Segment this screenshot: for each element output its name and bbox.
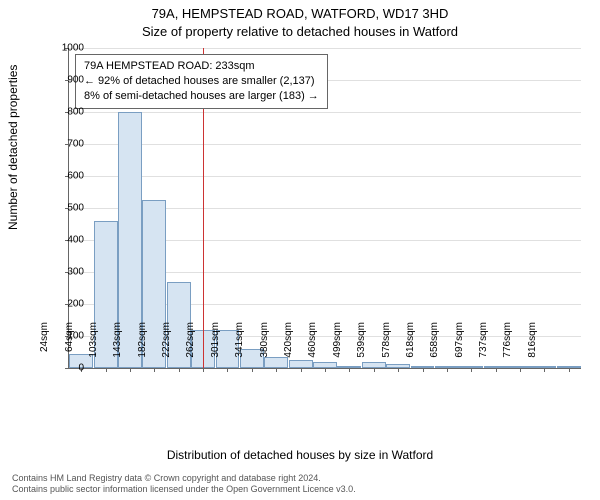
chart-title-line2: Size of property relative to detached ho… xyxy=(0,24,600,39)
footer-line2: Contains public sector information licen… xyxy=(12,484,588,496)
xtick-label: 697sqm xyxy=(454,322,465,372)
xtick-mark xyxy=(544,368,545,372)
annotation-box: 79A HEMPSTEAD ROAD: 233sqm ← 92% of deta… xyxy=(75,54,328,109)
ytick-label: 700 xyxy=(44,139,84,150)
chart-title-line1: 79A, HEMPSTEAD ROAD, WATFORD, WD17 3HD xyxy=(0,6,600,21)
annotation-line3: 8% of semi-detached houses are larger (1… xyxy=(84,89,319,104)
xtick-mark xyxy=(106,368,107,372)
xtick-label: 776sqm xyxy=(502,322,513,372)
xtick-mark xyxy=(179,368,180,372)
xtick-mark xyxy=(447,368,448,372)
ytick-label: 100 xyxy=(44,331,84,342)
xtick-label: 499sqm xyxy=(332,322,343,372)
xtick-mark xyxy=(301,368,302,372)
xtick-mark xyxy=(398,368,399,372)
gridline xyxy=(69,176,581,177)
xtick-label: 539sqm xyxy=(356,322,367,372)
xtick-label: 143sqm xyxy=(112,322,123,372)
xtick-label: 380sqm xyxy=(259,322,270,372)
ytick-label: 400 xyxy=(44,235,84,246)
xtick-label: 578sqm xyxy=(381,322,392,372)
xtick-label: 737sqm xyxy=(478,322,489,372)
xtick-label: 182sqm xyxy=(137,322,148,372)
xtick-mark xyxy=(496,368,497,372)
annotation-line2: ← 92% of detached houses are smaller (2,… xyxy=(84,74,319,89)
ytick-label: 600 xyxy=(44,171,84,182)
xtick-mark xyxy=(374,368,375,372)
xtick-mark xyxy=(349,368,350,372)
xtick-mark xyxy=(569,368,570,372)
ytick-label: 300 xyxy=(44,267,84,278)
xtick-label: 103sqm xyxy=(88,322,99,372)
xtick-mark xyxy=(130,368,131,372)
ytick-label: 0 xyxy=(44,363,84,374)
xtick-label: 460sqm xyxy=(307,322,318,372)
xtick-label: 618sqm xyxy=(405,322,416,372)
xtick-mark xyxy=(154,368,155,372)
xtick-mark xyxy=(252,368,253,372)
ytick-label: 200 xyxy=(44,299,84,310)
xtick-label: 816sqm xyxy=(527,322,538,372)
y-axis-label: Number of detached properties xyxy=(6,65,20,230)
xtick-label: 658sqm xyxy=(429,322,440,372)
ytick-label: 900 xyxy=(44,75,84,86)
plot-area: 24sqm64sqm103sqm143sqm182sqm222sqm262sqm… xyxy=(68,48,581,369)
xtick-mark xyxy=(520,368,521,372)
xtick-mark xyxy=(325,368,326,372)
annotation-line1: 79A HEMPSTEAD ROAD: 233sqm xyxy=(84,59,319,74)
x-axis-label: Distribution of detached houses by size … xyxy=(0,448,600,462)
ytick-label: 1000 xyxy=(44,43,84,54)
ytick-label: 800 xyxy=(44,107,84,118)
xtick-mark xyxy=(471,368,472,372)
xtick-mark xyxy=(203,368,204,372)
footer: Contains HM Land Registry data © Crown c… xyxy=(12,473,588,496)
xtick-label: 262sqm xyxy=(185,322,196,372)
xtick-mark xyxy=(276,368,277,372)
gridline xyxy=(69,112,581,113)
gridline xyxy=(69,144,581,145)
xtick-mark xyxy=(227,368,228,372)
xtick-label: 222sqm xyxy=(161,322,172,372)
xtick-label: 301sqm xyxy=(210,322,221,372)
ytick-label: 500 xyxy=(44,203,84,214)
chart-container: 79A, HEMPSTEAD ROAD, WATFORD, WD17 3HD S… xyxy=(0,0,600,500)
gridline xyxy=(69,48,581,49)
footer-line1: Contains HM Land Registry data © Crown c… xyxy=(12,473,588,485)
xtick-label: 420sqm xyxy=(283,322,294,372)
xtick-label: 341sqm xyxy=(234,322,245,372)
xtick-mark xyxy=(423,368,424,372)
